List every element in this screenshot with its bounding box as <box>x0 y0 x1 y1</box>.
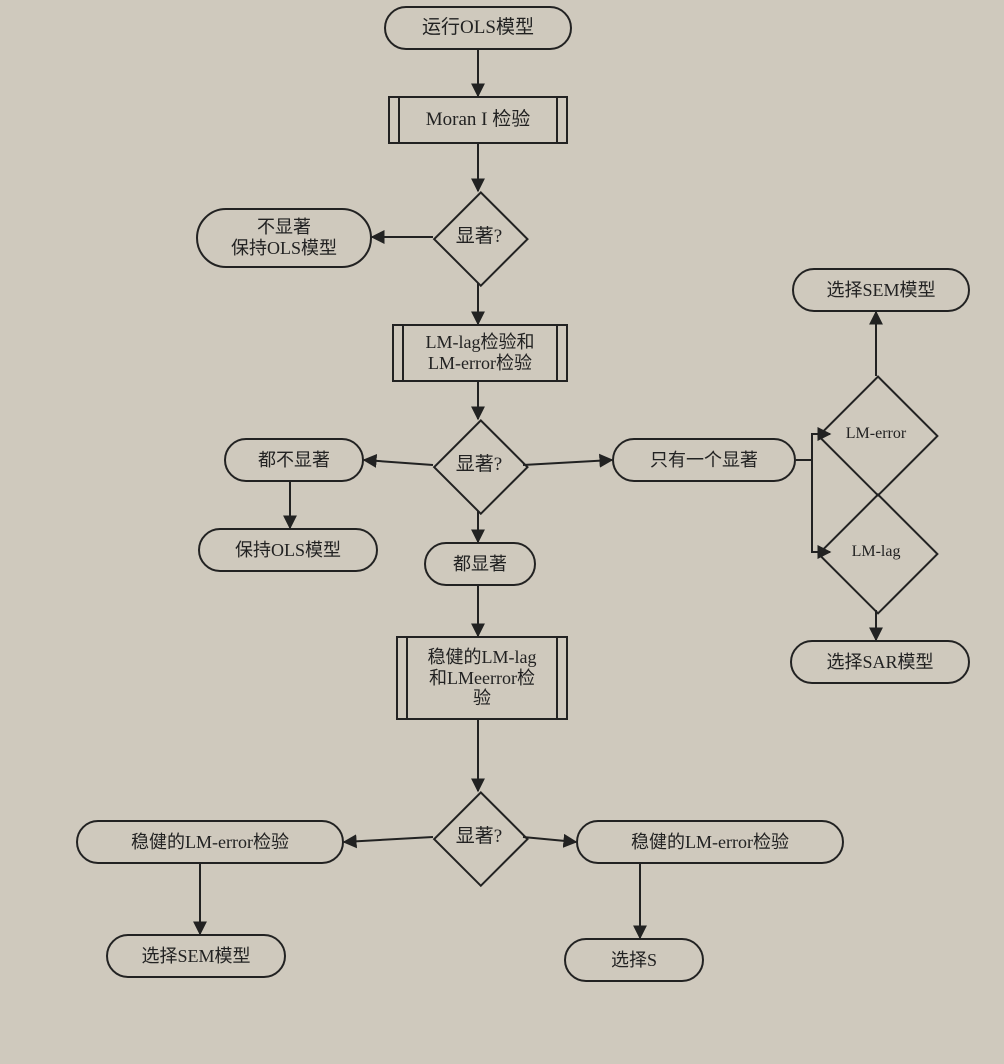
flow-edge <box>364 460 433 465</box>
flow-process: Moran I 检验 <box>388 96 568 144</box>
flow-process: 稳健的LM-lag 和LMeerror检 验 <box>396 636 568 720</box>
flow-decision: LM-lag <box>818 494 934 610</box>
flow-node-label: LM-lag <box>818 494 934 610</box>
flow-node-label: 不显著 保持OLS模型 <box>231 217 337 258</box>
flow-node-label: LM-lag检验和 LM-error检验 <box>426 332 535 373</box>
flow-node-label: 只有一个显著 <box>650 450 758 471</box>
flow-node-label: 运行OLS模型 <box>422 17 534 39</box>
flow-node-label: 稳健的LM-error检验 <box>131 832 289 853</box>
flow-node-label: 选择SAR模型 <box>826 652 933 673</box>
flow-node-label: 稳健的LM-error检验 <box>631 832 789 853</box>
flow-node-label: 稳健的LM-lag 和LMeerror检 验 <box>428 647 537 709</box>
flow-decision: LM-error <box>818 376 934 492</box>
flow-decision: 显著? <box>434 192 524 282</box>
flow-edge <box>523 460 612 465</box>
flow-node-label: 都显著 <box>453 554 507 575</box>
flow-node-label: 显著? <box>434 192 524 282</box>
flow-node-label: 都不显著 <box>258 450 330 471</box>
flow-node-label: 选择S <box>611 950 657 971</box>
flow-terminator: 不显著 保持OLS模型 <box>196 208 372 268</box>
flow-terminator: 运行OLS模型 <box>384 6 572 50</box>
flow-terminator: 选择SAR模型 <box>790 640 970 684</box>
flowchart-canvas: 运行OLS模型 Moran I 检验显著? 不显著 保持OLS模型 LM-lag检验和… <box>0 0 1004 1064</box>
flow-terminator: 保持OLS模型 <box>198 528 378 572</box>
flow-terminator: 稳健的LM-error检验 <box>76 820 344 864</box>
flow-decision: 显著? <box>434 792 524 882</box>
flow-node-label: LM-error <box>818 376 934 492</box>
flow-process: LM-lag检验和 LM-error检验 <box>392 324 568 382</box>
flow-terminator: 选择S <box>564 938 704 982</box>
flow-terminator: 稳健的LM-error检验 <box>576 820 844 864</box>
flow-terminator: 只有一个显著 <box>612 438 796 482</box>
flow-node-label: 选择SEM模型 <box>141 946 250 967</box>
flow-terminator: 选择SEM模型 <box>106 934 286 978</box>
flow-terminator: 都不显著 <box>224 438 364 482</box>
flow-edge <box>344 837 433 842</box>
flow-node-label: 选择SEM模型 <box>826 280 935 301</box>
flow-decision: 显著? <box>434 420 524 510</box>
flow-terminator: 都显著 <box>424 542 536 586</box>
flow-node-label: 显著? <box>434 792 524 882</box>
flow-edge <box>523 837 576 842</box>
flow-node-label: Moran I 检验 <box>426 109 530 131</box>
flow-terminator: 选择SEM模型 <box>792 268 970 312</box>
flow-node-label: 显著? <box>434 420 524 510</box>
flow-node-label: 保持OLS模型 <box>235 540 341 561</box>
